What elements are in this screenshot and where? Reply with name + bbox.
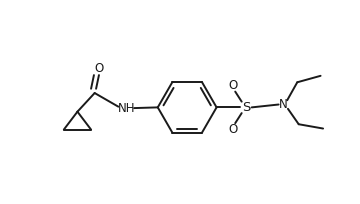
Text: N: N (279, 98, 288, 111)
Text: O: O (229, 123, 238, 136)
Text: O: O (229, 79, 238, 92)
Text: O: O (94, 62, 104, 75)
Text: S: S (242, 101, 250, 114)
Text: NH: NH (117, 102, 135, 115)
